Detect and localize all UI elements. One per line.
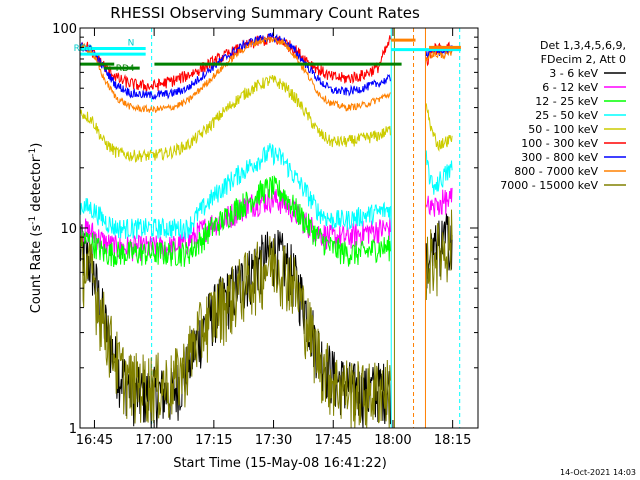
y-tick-label: 1 [69,422,77,437]
flag-label-rd4: RD4 [116,64,135,74]
series-line-7000-15000-kev [80,235,391,428]
legend-label-800-7000-kev: 800 - 7000 keV [514,165,598,178]
legend-label-300-800-kev: 300 - 800 keV [521,151,598,164]
legend-header: FDecim 2, Att 0 [541,53,626,66]
series-line-6-12-kev [80,189,391,262]
flag-bars: N RD0 RD4 [74,38,461,74]
x-tick-label: 18:15 [434,433,471,448]
y-tick-label: 100 [52,22,77,37]
x-tick-label: 17:45 [315,433,352,448]
series-line-12-25-kev [80,174,391,268]
series-lines [80,31,453,428]
series-line-300-800-kev [80,31,391,101]
flag-label-n: N [128,38,135,48]
legend-label-100-300-kev: 100 - 300 keV [521,137,598,150]
series-line-100-300-kev [80,33,391,93]
x-tick-label: 17:30 [255,433,292,448]
series-line-25-50-kev [80,143,391,240]
legend-label-25-50-kev: 25 - 50 keV [535,109,598,122]
series-line-50-100-kev [80,74,391,163]
x-tick-label: 16:45 [76,433,113,448]
legend-label-50-100-kev: 50 - 100 keV [528,123,598,136]
legend-label-3-6-kev: 3 - 6 keV [549,67,598,80]
legend-label-12-25-kev: 12 - 25 keV [535,95,598,108]
y-tick-label: 10 [60,222,77,237]
y-axis-label-tail: detector [29,156,44,216]
timestamp: 14-Oct-2021 14:03 [560,468,636,477]
x-tick-label: 17:00 [135,433,172,448]
series-line-6-12-kev-late [425,187,453,217]
x-tick-label: 17:15 [195,433,232,448]
flag-label-rd0: RD0 [74,44,93,54]
series-line-800-7000-kev [80,36,391,113]
y-axis-label-main: Count Rate (s [29,225,44,314]
y-axis-label-sup2: -1 [28,148,38,157]
y-axis-ticks: 1 10 100 [52,22,478,437]
legend-header: Det 1,3,4,5,6,9, [540,39,626,52]
series-line-7000-15000-kev-late [425,209,453,301]
chart-title: RHESSI Observing Summary Count Rates [110,4,420,22]
y-axis-label-end: ) [29,143,44,148]
x-tick-label: 18:00 [374,433,411,448]
series-line-800-7000-kev-late [425,50,453,62]
legend: Det 1,3,4,5,6,9,FDecim 2, Att 03 - 6 keV… [500,39,626,192]
series-line-50-100-kev-late [425,103,453,152]
y-axis-label: Count Rate (s-1 detector-1) [28,143,44,314]
legend-label-6-12-kev: 6 - 12 keV [542,81,598,94]
series-line-25-50-kev-late [425,150,453,195]
legend-label-7000-15000-kev: 7000 - 15000 keV [500,179,598,192]
x-axis-label: Start Time (15-May-08 16:41:22) [173,456,387,471]
x-axis-ticks: 16:45 17:00 17:15 17:30 17:45 18:00 18:15 [76,28,471,448]
y-axis-label-sup: -1 [28,216,38,225]
